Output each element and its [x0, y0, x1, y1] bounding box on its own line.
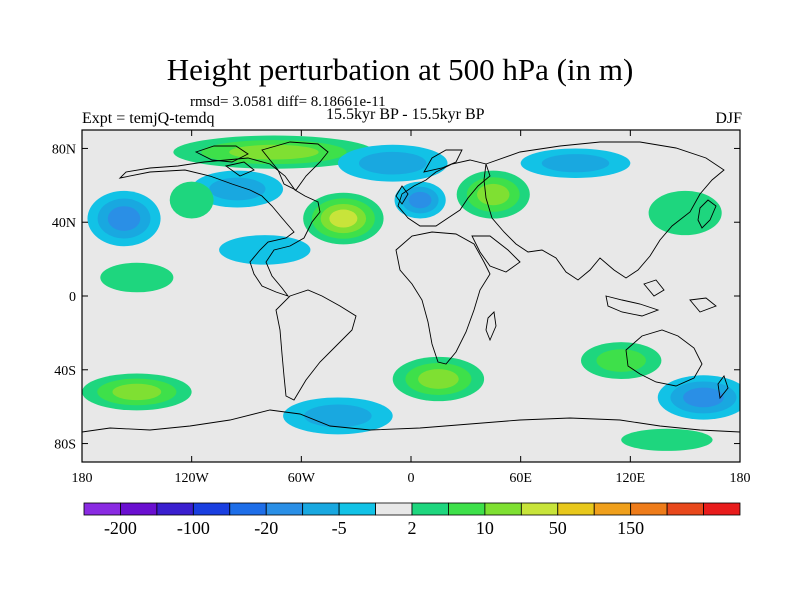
colorbar-swatch — [557, 502, 595, 516]
lon-tick-label: 0 — [408, 471, 415, 486]
plot-title: Height perturbation at 500 hPa (in m) — [166, 52, 634, 87]
lon-tick-label: 60W — [288, 471, 316, 486]
coast-arabia — [471, 235, 521, 273]
lon-tick-label: 180 — [730, 471, 751, 486]
period-label: 15.5kyr BP - 15.5kyr BP — [326, 106, 485, 123]
season-label: DJF — [715, 110, 742, 127]
anomaly-asia-high-band-3 — [477, 183, 510, 206]
colorbar-swatch — [703, 502, 741, 516]
anomaly-n-atlantic-high-band-4 — [329, 209, 358, 228]
anomaly-s-pacific-high-band-3 — [112, 383, 162, 401]
lon-tick-label: 180 — [72, 471, 93, 486]
colorbar-swatch — [630, 502, 668, 516]
height-field — [82, 135, 740, 451]
coast-north-america — [118, 157, 321, 297]
anomaly-central-asia-low-band-2 — [541, 154, 610, 173]
lat-tick-label: 0 — [69, 290, 76, 305]
anomaly-europe-low-band-3 — [408, 191, 432, 209]
colorbar-swatch — [83, 502, 121, 516]
colorbar-label: -100 — [176, 518, 210, 538]
lat-tick-label: 80S — [54, 438, 76, 453]
coastlines — [82, 141, 740, 433]
colorbar-label: 150 — [617, 518, 645, 538]
colorbar-label: 50 — [548, 518, 567, 538]
colorbar-label: 2 — [407, 518, 417, 538]
colorbar-swatch — [520, 502, 559, 516]
coast-arctic-islands — [194, 145, 255, 177]
coast-greenland — [261, 141, 329, 191]
colorbar-label: -5 — [331, 518, 347, 538]
anomaly-e-pacific-high-band-1 — [648, 190, 722, 236]
coast-asia — [483, 141, 725, 281]
colorbar-swatch — [448, 502, 486, 516]
coast-australia — [625, 329, 703, 387]
colorbar-swatch — [120, 502, 158, 516]
coast-uk — [395, 185, 409, 205]
colorbar — [83, 502, 741, 516]
lon-tick-label: 120W — [175, 471, 210, 486]
colorbar-swatch — [375, 502, 413, 516]
lat-tick-label: 40S — [54, 364, 76, 379]
anomaly-pacific-high-band-1 — [100, 262, 174, 293]
anomaly-us-west-high-band-1 — [169, 181, 214, 219]
colorbar-swatch — [192, 502, 231, 516]
lat-tick-label: 80N — [52, 142, 76, 157]
anomaly-n-america-low-band-2 — [209, 177, 266, 201]
coast-antarctica — [82, 409, 740, 433]
coast-scandinavia — [423, 149, 463, 173]
anomaly-subtropic-low-band-1 — [219, 235, 311, 265]
anomaly-drake-low-band-2 — [304, 404, 372, 428]
lat-tick-label: 40N — [52, 216, 76, 231]
colorbar-swatch — [593, 502, 632, 516]
lon-tick-label: 60E — [509, 471, 532, 486]
colorbar-swatch — [338, 502, 376, 516]
axis-ticks: 80N 40N 0 40S 80S 180 120W 60W 0 60E 120E 180 — [52, 130, 751, 486]
coast-south-america — [275, 289, 357, 401]
anomaly-s-ocean-low-band-3 — [683, 387, 724, 408]
coast-new-zealand — [717, 375, 729, 400]
coast-africa — [395, 231, 491, 365]
lon-tick-label: 120E — [616, 471, 646, 486]
anomaly-australia-high-band-2 — [596, 349, 646, 372]
colorbar-label: -200 — [103, 518, 137, 538]
colorbar-swatch — [411, 502, 449, 516]
colorbar-label: 10 — [475, 518, 494, 538]
colorbar-swatch — [265, 502, 304, 516]
anomaly-greenland-high-band-3 — [229, 144, 319, 160]
stats-line: rmsd= 3.0581 diff= 8.18661e-11 — [190, 94, 386, 110]
colorbar-swatch — [302, 502, 340, 516]
colorbar-swatch — [484, 502, 522, 516]
colorbar-swatch — [229, 502, 267, 516]
colorbar-swatch — [156, 502, 194, 516]
experiment-label: Expt = temjQ-temdq — [82, 110, 215, 127]
coast-japan — [697, 199, 717, 229]
anomaly-arctic-low-band-2 — [358, 151, 427, 175]
anomaly-s-atlantic-high-band-3 — [418, 369, 459, 389]
anomaly-antarctic-high-band-1 — [621, 428, 713, 451]
anomaly-n-pacific-low-band-3 — [107, 206, 141, 231]
colorbar-swatch — [666, 502, 704, 516]
coast-madagascar — [485, 311, 497, 342]
coast-indonesia — [605, 279, 717, 317]
colorbar-label: -20 — [254, 518, 279, 538]
